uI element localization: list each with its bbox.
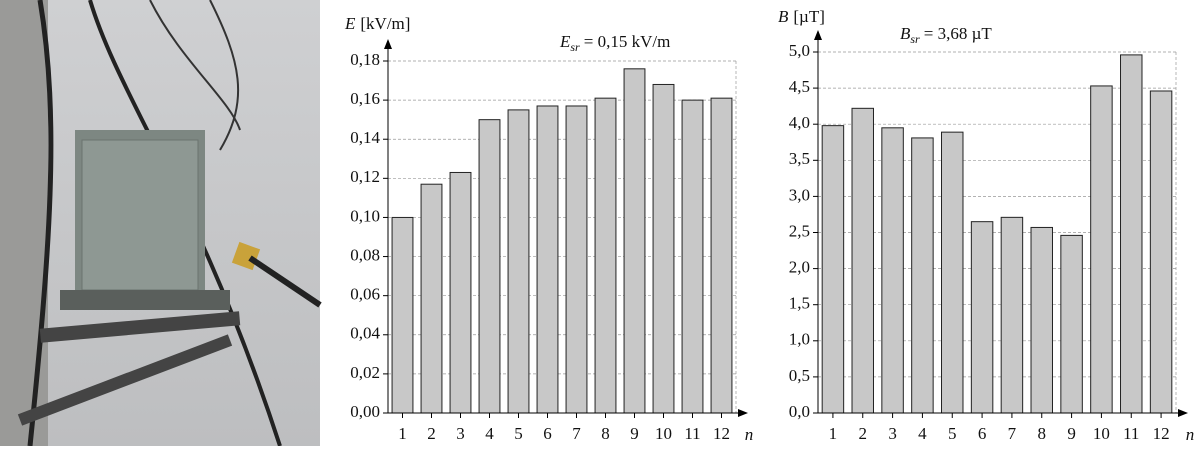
- bar: [536, 105, 559, 414]
- bar: [1060, 234, 1083, 414]
- bar: [449, 171, 472, 414]
- annotation-text: = 0,15 kV/m: [584, 32, 671, 51]
- y-label-symbol: E: [344, 14, 356, 33]
- x-tick-label: 2: [859, 424, 868, 443]
- y-tick-label: 2,5: [789, 221, 810, 240]
- x-tick-label: 6: [978, 424, 987, 443]
- bar: [507, 109, 530, 414]
- y-tick-label: 0,10: [350, 206, 380, 225]
- annotation: Esr = 0,15 kV/m: [559, 32, 670, 54]
- bar: [941, 131, 964, 414]
- bar: [652, 83, 675, 414]
- annotation-subscript: sr: [910, 32, 920, 46]
- y-label-unit: [µT]: [793, 7, 825, 26]
- y-tick-label: 5,0: [789, 41, 810, 60]
- y-tick-label: 0,5: [789, 366, 810, 385]
- bar: [970, 221, 994, 414]
- x-tick-label: 9: [1067, 424, 1076, 443]
- x-tick-label: 10: [655, 424, 672, 443]
- x-arrow: [738, 409, 748, 417]
- annotation-symbol: E: [559, 32, 571, 51]
- y-label-symbol: B: [778, 7, 789, 26]
- x-arrow: [1178, 409, 1188, 417]
- y-label-unit: [kV/m]: [360, 14, 410, 33]
- annotation-symbol: B: [900, 24, 911, 43]
- y-tick-label: 2,0: [789, 258, 810, 277]
- y-tick-label: 0,06: [350, 285, 380, 304]
- x-tick-label: 9: [630, 424, 639, 443]
- x-axis-label: n: [1186, 425, 1195, 444]
- y-tick-label: 0,18: [350, 50, 380, 69]
- x-tick-label: 12: [1153, 424, 1170, 443]
- x-tick-label: 11: [684, 424, 700, 443]
- x-tick-label: 3: [456, 424, 465, 443]
- bar: [1000, 216, 1024, 414]
- y-tick-label: 4,0: [789, 113, 810, 132]
- y-tick-label: 0,0: [789, 402, 810, 421]
- x-tick-label: 8: [1038, 424, 1047, 443]
- bar: [478, 119, 501, 414]
- y-tick-label: 1,5: [789, 294, 810, 313]
- x-tick-label: 7: [572, 424, 581, 443]
- x-tick-label: 1: [398, 424, 407, 443]
- bar: [681, 99, 704, 414]
- y-arrow: [384, 39, 392, 49]
- bar: [565, 105, 588, 414]
- bar: [391, 216, 414, 414]
- bar: [594, 97, 617, 414]
- x-tick-label: 4: [485, 424, 494, 443]
- x-tick-label: 3: [888, 424, 897, 443]
- bar: [881, 127, 904, 414]
- x-tick-label: 12: [713, 424, 730, 443]
- y-tick-label: 4,5: [789, 77, 810, 96]
- x-tick-label: 5: [514, 424, 523, 443]
- bar: [1120, 54, 1143, 414]
- y-tick-label: 0,16: [350, 89, 380, 108]
- bar: [821, 125, 845, 414]
- annotation: Bsr = 3,68 µT: [900, 24, 992, 46]
- x-axis-label: n: [745, 425, 754, 444]
- y-tick-label: 0,04: [350, 324, 380, 343]
- y-tick-label: 0,00: [350, 402, 380, 421]
- bar: [911, 137, 934, 414]
- y-tick-label: 0,02: [350, 363, 380, 382]
- y-tick-label: 0,14: [350, 128, 380, 147]
- bar: [623, 68, 646, 414]
- photo: [0, 0, 322, 447]
- annotation-text: = 3,68 µT: [924, 24, 993, 43]
- x-tick-label: 8: [601, 424, 610, 443]
- y-arrow: [814, 30, 822, 40]
- y-tick-label: 3,5: [789, 149, 810, 168]
- bar: [420, 183, 443, 414]
- y-axis-label: E [kV/m]: [344, 14, 410, 33]
- bar: [1030, 226, 1053, 414]
- x-tick-label: 1: [829, 424, 838, 443]
- x-tick-label: 6: [543, 424, 552, 443]
- x-tick-label: 10: [1093, 424, 1110, 443]
- y-tick-label: 0,08: [350, 245, 380, 264]
- bar: [710, 97, 733, 414]
- x-tick-label: 7: [1008, 424, 1017, 443]
- bar: [851, 107, 874, 414]
- x-tick-label: 5: [948, 424, 957, 443]
- x-tick-label: 11: [1123, 424, 1139, 443]
- x-tick-label: 4: [918, 424, 927, 443]
- bar: [1090, 85, 1113, 414]
- x-tick-label: 2: [427, 424, 436, 443]
- bar: [1149, 90, 1173, 414]
- y-tick-label: 0,12: [350, 167, 380, 186]
- y-tick-label: 3,0: [789, 185, 810, 204]
- y-tick-label: 1,0: [789, 330, 810, 349]
- annotation-subscript: sr: [570, 40, 580, 54]
- y-axis-label: B [µT]: [778, 7, 825, 26]
